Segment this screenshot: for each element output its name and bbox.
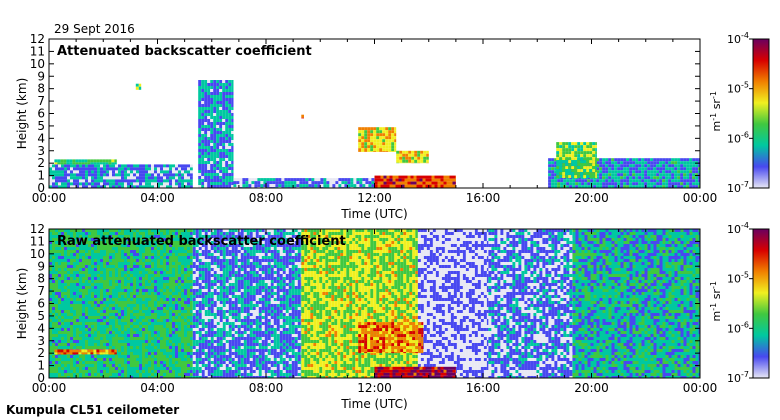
colorbar-tick-label: 10-4 <box>727 31 749 46</box>
y-tick-label: 0 <box>37 181 45 195</box>
colorbar-tick-label: 10-7 <box>727 180 749 195</box>
colorbar-tick-label: 10-5 <box>727 81 749 96</box>
backscatter-region <box>135 83 142 90</box>
x-tick-label: 16:00 <box>466 191 501 205</box>
y-tick-label: 5 <box>37 309 45 323</box>
x-axis-label: Time (UTC) <box>340 207 407 221</box>
backscatter-region <box>556 142 597 179</box>
y-tick-label: 3 <box>37 334 45 348</box>
x-axis-label: Time (UTC) <box>340 397 407 411</box>
x-tick-label: 00:00 <box>683 191 718 205</box>
y-tick-label: 5 <box>37 119 45 133</box>
panel-title: Attenuated backscatter coefficient <box>57 44 312 59</box>
y-tick-label: 9 <box>37 259 45 273</box>
y-tick-label: 4 <box>37 131 45 145</box>
x-tick-label: 12:00 <box>357 191 392 205</box>
y-tick-label: 8 <box>37 82 45 96</box>
backscatter-region <box>417 229 489 378</box>
backscatter-region <box>49 229 193 378</box>
y-tick-label: 3 <box>37 144 45 158</box>
backscatter-region <box>301 229 418 378</box>
backscatter-region <box>198 80 234 188</box>
panel-attenuated-backscatter: 00:00 04:00 08:00 12:00 16:00 20:00 00:0001234… <box>15 32 717 221</box>
colorbar-top: 10-4 10-5 10-6 10-7 m-1 sr-1 <box>709 31 770 195</box>
y-tick-label: 10 <box>30 57 45 71</box>
y-tick-label: 0 <box>37 371 45 385</box>
colorbar-tick-label: 10-5 <box>727 271 749 286</box>
backscatter-region <box>374 366 456 378</box>
y-tick-label: 12 <box>30 222 45 236</box>
y-tick-label: 10 <box>30 247 45 261</box>
colorbar-unit-label: m-1 sr-1 <box>709 281 723 321</box>
backscatter-region <box>572 229 700 378</box>
y-tick-label: 8 <box>37 272 45 286</box>
backscatter-region <box>488 229 573 378</box>
backscatter-region <box>233 178 375 188</box>
backscatter-region <box>396 150 429 164</box>
colorbar-tick-label: 10-6 <box>727 130 749 145</box>
x-tick-label: 08:00 <box>249 191 284 205</box>
x-tick-label: 08:00 <box>249 381 284 395</box>
colorbar-tick-label: 10-4 <box>727 221 749 236</box>
y-tick-label: 11 <box>30 44 45 58</box>
y-tick-label: 9 <box>37 69 45 83</box>
x-tick-label: 16:00 <box>466 381 501 395</box>
backscatter-region <box>192 229 302 378</box>
panel-raw-attenuated-backscatter: 00:00 04:00 08:00 12:00 16:00 20:00 00:0001234… <box>15 222 717 411</box>
backscatter-region <box>301 114 304 119</box>
panel-title: Raw attenuated backscatter coefficient <box>57 234 346 249</box>
axes: 00:00 04:00 08:00 12:00 16:00 20:00 00:0001234… <box>30 32 718 205</box>
y-tick-label: 11 <box>30 234 45 248</box>
colorbar-tick-label: 10-6 <box>727 320 749 335</box>
x-tick-label: 04:00 <box>140 191 175 205</box>
backscatter-region <box>374 175 456 188</box>
colorbar-gradient <box>752 38 770 189</box>
y-tick-label: 2 <box>37 156 45 170</box>
x-tick-label: 00:00 <box>32 381 67 395</box>
y-tick-label: 1 <box>37 169 45 183</box>
y-tick-label: 6 <box>37 297 45 311</box>
y-axis-label: Height (km) <box>15 268 29 339</box>
y-axis-label: Height (km) <box>15 78 29 149</box>
backscatter-region <box>49 164 193 188</box>
backscatter-region <box>358 127 397 152</box>
heatmap-field <box>49 229 700 378</box>
colorbar-unit-label: m-1 sr-1 <box>709 91 723 131</box>
backscatter-region <box>358 322 424 354</box>
colorbar-bottom: 10-4 10-5 10-6 10-7 m-1 sr-1 <box>709 221 770 385</box>
colorbar-gradient <box>752 228 770 379</box>
x-tick-label: 12:00 <box>357 381 392 395</box>
instrument-label: Kumpula CL51 ceilometer <box>6 403 179 417</box>
backscatter-region <box>54 159 117 165</box>
y-tick-label: 4 <box>37 321 45 335</box>
y-tick-label: 7 <box>37 284 45 298</box>
x-tick-label: 04:00 <box>140 381 175 395</box>
x-tick-label: 00:00 <box>683 381 718 395</box>
backscatter-region <box>54 349 117 355</box>
y-tick-label: 2 <box>37 346 45 360</box>
x-tick-label: 20:00 <box>574 191 609 205</box>
x-tick-label: 20:00 <box>574 381 609 395</box>
y-tick-label: 12 <box>30 32 45 46</box>
axes: 00:00 04:00 08:00 12:00 16:00 20:00 00:0001234… <box>30 222 718 395</box>
y-tick-label: 6 <box>37 107 45 121</box>
x-tick-label: 00:00 <box>32 191 67 205</box>
date-label: 29 Sept 2016 <box>54 22 135 36</box>
heatmap-field <box>49 39 700 188</box>
colorbar-tick-label: 10-7 <box>727 370 749 385</box>
y-tick-label: 7 <box>37 94 45 108</box>
y-tick-label: 1 <box>37 359 45 373</box>
